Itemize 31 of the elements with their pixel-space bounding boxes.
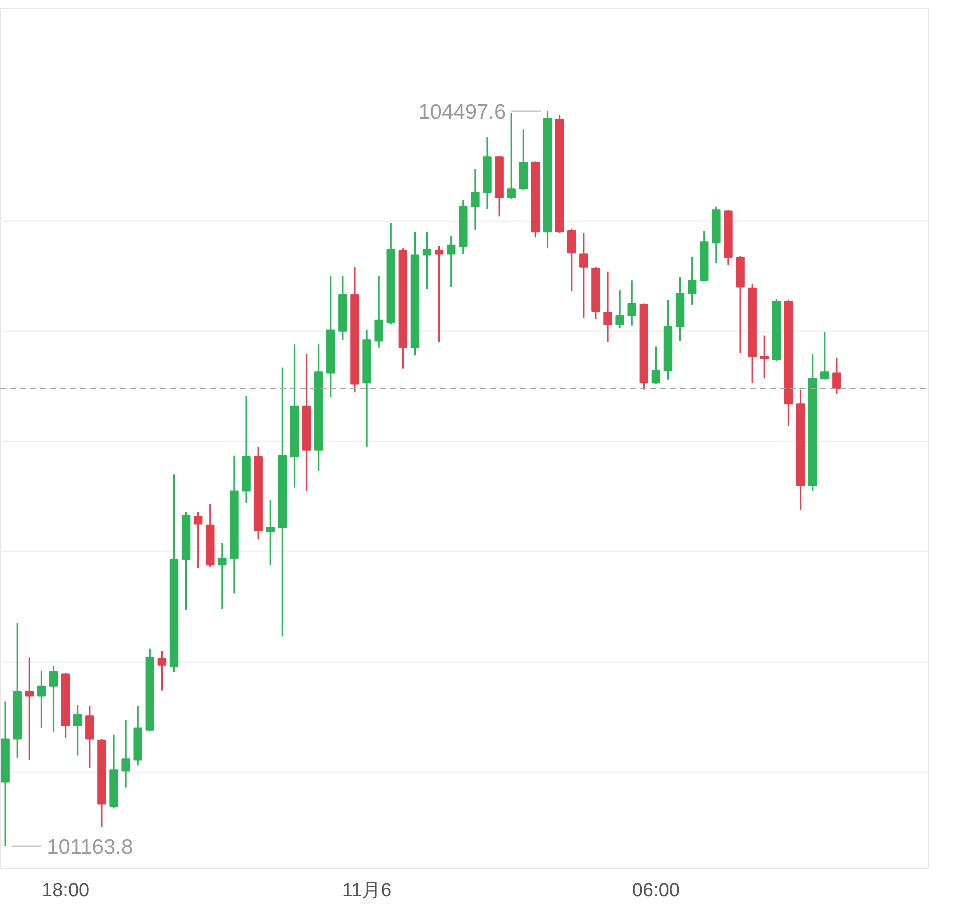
candlestick [218, 542, 227, 610]
candlestick [628, 280, 636, 327]
x-tick-label: 11月6 [342, 880, 392, 902]
x-tick-label: 18:00 [42, 880, 90, 902]
candlestick [434, 246, 444, 344]
candlestick [49, 666, 58, 734]
candlestick [422, 231, 432, 290]
candlestick [688, 256, 697, 306]
annotation: 104497.6 [418, 100, 506, 124]
candlestick [568, 228, 576, 292]
candlestick [820, 332, 830, 381]
candlestick [604, 271, 612, 344]
candlestick [760, 334, 769, 380]
candlestick [74, 704, 82, 757]
candlestick [37, 670, 46, 730]
candlestick [374, 275, 384, 349]
annotation: 101163.8 [47, 836, 134, 859]
candlestick [507, 112, 516, 200]
candlestick [447, 236, 456, 288]
candlestick [652, 346, 661, 386]
x-tick-label: 06:00 [632, 880, 680, 902]
candlestick [580, 232, 588, 319]
candlestick [122, 720, 130, 789]
candlestick [158, 650, 167, 692]
candlestick [25, 656, 34, 761]
candlestick [194, 511, 203, 570]
candlestick [616, 290, 624, 329]
candlestick [266, 499, 275, 566]
candlestick [832, 357, 842, 395]
candlestick [471, 168, 480, 231]
candlestick [86, 705, 94, 769]
